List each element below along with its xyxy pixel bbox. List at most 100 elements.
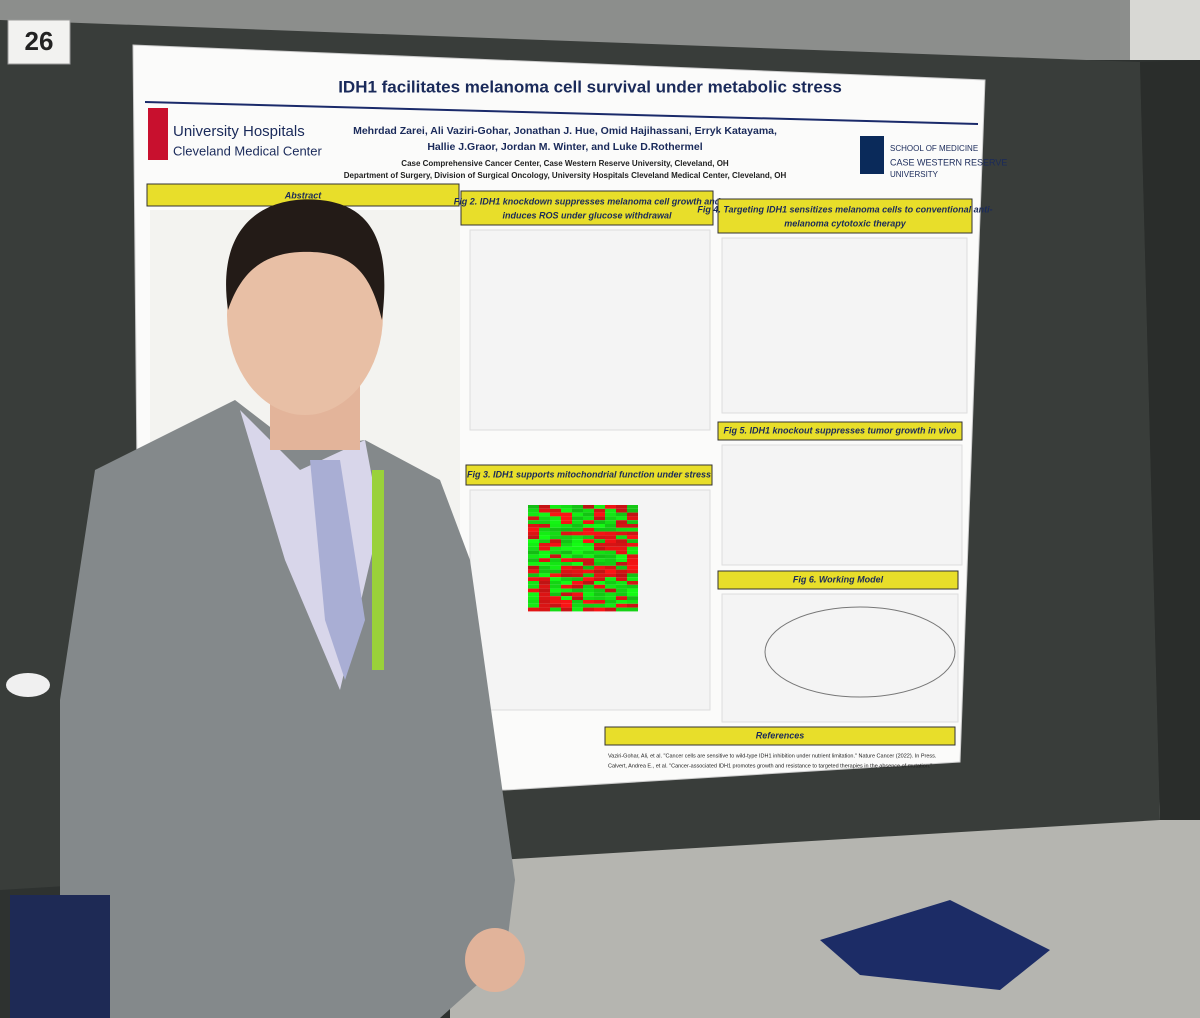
heatmap-cell bbox=[605, 543, 616, 547]
heatmap-cell bbox=[550, 505, 561, 509]
heatmap-cell bbox=[616, 562, 627, 566]
heatmap-cell bbox=[616, 508, 627, 513]
heatmap-cell bbox=[528, 516, 539, 521]
heatmap-cell bbox=[528, 508, 539, 513]
heatmap-cell bbox=[550, 558, 561, 562]
heatmap-cell bbox=[605, 596, 616, 600]
heatmap-cell bbox=[583, 550, 594, 555]
heatmap-cell bbox=[583, 603, 594, 608]
heatmap-cell bbox=[627, 516, 638, 521]
heatmap-cell bbox=[550, 550, 561, 555]
hair bbox=[226, 199, 385, 320]
heatmap-cell bbox=[605, 508, 616, 513]
heatmap-cell bbox=[594, 531, 605, 536]
heatmap-cell bbox=[583, 581, 594, 585]
heatmap-cell bbox=[594, 558, 605, 562]
heatmap-cell bbox=[572, 550, 583, 555]
heatmap-cell bbox=[627, 562, 638, 566]
chair-seat bbox=[820, 900, 1050, 990]
heatmap-cell bbox=[605, 539, 616, 543]
heatmap-cell bbox=[572, 584, 583, 589]
heatmap-cell bbox=[561, 600, 572, 604]
heatmap-cell bbox=[572, 531, 583, 536]
heatmap-cell bbox=[627, 512, 638, 517]
heatmap-cell bbox=[616, 527, 627, 532]
heatmap-cell bbox=[616, 516, 627, 521]
heatmap-cell bbox=[528, 565, 539, 570]
heatmap-cell bbox=[572, 508, 583, 513]
heatmap-cell bbox=[605, 516, 616, 521]
venue-wall bbox=[1130, 0, 1200, 60]
logo-text: Cleveland Medical Center bbox=[173, 143, 323, 158]
heatmap-cell bbox=[594, 600, 605, 604]
section-title: Fig 5. IDH1 knockout suppresses tumor gr… bbox=[723, 425, 957, 435]
heatmap-cell bbox=[572, 596, 583, 600]
heatmap-cell bbox=[594, 562, 605, 566]
heatmap-cell bbox=[605, 603, 616, 608]
heatmap-cell bbox=[605, 592, 616, 597]
heatmap-cell bbox=[572, 546, 583, 551]
heatmap-cell bbox=[605, 550, 616, 555]
heatmap-cell bbox=[550, 603, 561, 608]
heatmap-cell bbox=[550, 569, 561, 574]
heatmap-cell bbox=[550, 508, 561, 513]
heatmap-cell bbox=[539, 577, 550, 581]
heatmap-cell bbox=[572, 588, 583, 593]
heatmap-cell bbox=[539, 569, 550, 574]
heatmap-cell bbox=[594, 592, 605, 597]
heatmap-cell bbox=[539, 543, 550, 547]
heatmap-cell bbox=[539, 520, 550, 524]
heatmap-cell bbox=[561, 516, 572, 521]
heatmap-cell bbox=[550, 565, 561, 570]
heatmap-cell bbox=[605, 573, 616, 578]
heatmap-cell bbox=[550, 531, 561, 536]
heatmap-cell bbox=[616, 512, 627, 517]
heatmap-cell bbox=[616, 569, 627, 574]
heatmap-cell bbox=[528, 546, 539, 551]
heatmap-cell bbox=[561, 584, 572, 589]
heatmap-cell bbox=[539, 535, 550, 540]
heatmap-cell bbox=[583, 573, 594, 578]
heatmap-cell bbox=[528, 543, 539, 547]
heatmap-cell bbox=[550, 573, 561, 578]
heatmap-cell bbox=[594, 573, 605, 578]
heatmap-cell bbox=[550, 539, 561, 543]
heatmap-cell bbox=[528, 600, 539, 604]
heatmap-cell bbox=[627, 569, 638, 574]
heatmap-cell bbox=[550, 516, 561, 521]
heatmap-cell bbox=[572, 607, 583, 612]
section-header bbox=[604, 726, 956, 746]
heatmap-cell bbox=[594, 554, 605, 559]
heatmap-cell bbox=[616, 592, 627, 597]
heatmap-cell bbox=[605, 569, 616, 574]
heatmap-cell bbox=[550, 546, 561, 551]
heatmap-cell bbox=[550, 581, 561, 585]
heatmap-cell bbox=[583, 558, 594, 562]
figure-panel bbox=[721, 237, 968, 414]
heatmap-cell bbox=[572, 535, 583, 540]
heatmap-cell bbox=[528, 524, 539, 528]
heatmap-cell bbox=[561, 546, 572, 551]
heatmap-cell bbox=[561, 554, 572, 559]
cup bbox=[6, 673, 50, 697]
logo-text: CASE WESTERN RESERVE bbox=[890, 157, 1007, 167]
side-board bbox=[1140, 60, 1200, 820]
heatmap-cell bbox=[572, 539, 583, 543]
heatmap-cell bbox=[550, 520, 561, 524]
heatmap-cell bbox=[605, 558, 616, 562]
heatmap-cell bbox=[583, 565, 594, 570]
section-title: Abstract bbox=[284, 190, 323, 200]
heatmap-cell bbox=[616, 520, 627, 524]
heatmap-cell bbox=[539, 584, 550, 589]
heatmap-cell bbox=[550, 592, 561, 597]
heatmap-cell bbox=[561, 520, 572, 524]
heatmap-cell bbox=[550, 512, 561, 517]
heatmap-cell bbox=[583, 546, 594, 551]
section-title: induces ROS under glucose withdrawal bbox=[502, 210, 672, 220]
heatmap-cell bbox=[583, 505, 594, 509]
heatmap-cell bbox=[572, 527, 583, 532]
heatmap-cell bbox=[616, 573, 627, 578]
heatmap-cell bbox=[594, 516, 605, 521]
heatmap-cell bbox=[528, 520, 539, 524]
heatmap-cell bbox=[616, 584, 627, 589]
